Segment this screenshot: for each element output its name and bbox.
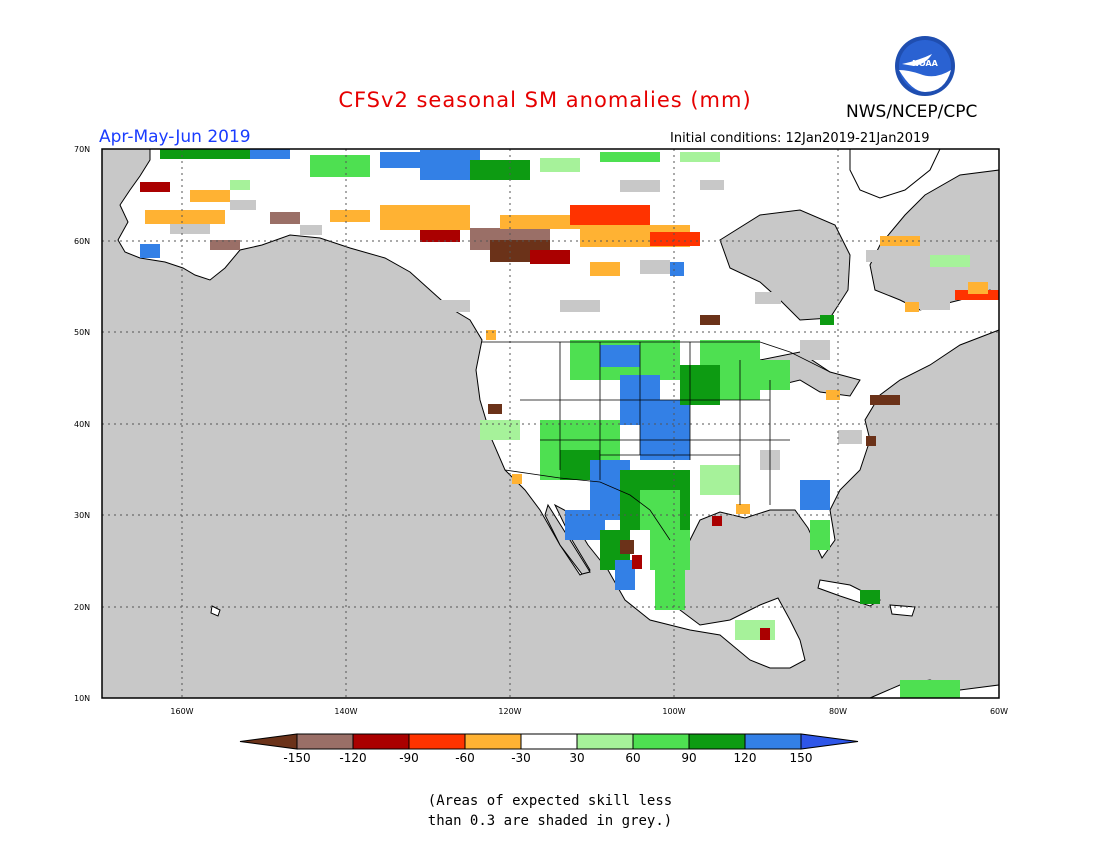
colorbar: -150 -120 -90 -60 -30 30 60 90 120 150 — [239, 733, 859, 765]
wet-patches-north — [140, 149, 970, 325]
noaa-logo-text: NOAA — [912, 59, 938, 68]
lat-label: 50N — [74, 328, 90, 337]
lat-labels: 70N 60N 50N 40N 30N 20N 10N — [74, 145, 90, 703]
colorbar-label: 30 — [569, 751, 584, 765]
colorbar-segment — [688, 733, 746, 750]
colorbar-label: -120 — [339, 751, 366, 765]
colorbar-arrow-high — [800, 733, 859, 750]
lon-label: 140W — [334, 707, 357, 716]
colorbar-label: -150 — [283, 751, 310, 765]
lat-label: 10N — [74, 694, 90, 703]
baffin-island — [849, 148, 941, 199]
agency-label: NWS/NCEP/CPC — [846, 102, 978, 122]
colorbar-segment — [352, 733, 410, 750]
colorbar-segment — [576, 733, 634, 750]
colorbar-segment — [464, 733, 522, 750]
colorbar-segment — [296, 733, 354, 750]
colorbar-arrow-low — [239, 733, 298, 750]
lon-label: 80W — [829, 707, 847, 716]
lat-label: 30N — [74, 511, 90, 520]
graticule — [102, 149, 999, 698]
colorbar-segment — [408, 733, 466, 750]
skill-note-line1: (Areas of expected skill less — [427, 793, 673, 809]
lat-label: 60N — [74, 237, 90, 246]
colorbar-label: -30 — [511, 751, 531, 765]
colorbar-label: -90 — [399, 751, 419, 765]
lon-label: 120W — [498, 707, 521, 716]
colorbar-label: -60 — [455, 751, 475, 765]
lon-label: 160W — [170, 707, 193, 716]
colorbar-label: 60 — [625, 751, 640, 765]
skill-note: (Areas of expected skill less than 0.3 a… — [0, 791, 1100, 831]
noaa-logo: NOAA — [895, 36, 955, 96]
season-label: Apr-May-Jun 2019 — [99, 127, 251, 147]
lat-label: 20N — [74, 603, 90, 612]
colorbar-segment — [632, 733, 690, 750]
hudson-bay — [719, 209, 851, 321]
low-skill-patches — [170, 180, 950, 470]
lon-labels: 160W 140W 120W 100W 80W 60W — [170, 707, 1008, 716]
lon-label: 100W — [662, 707, 685, 716]
lon-label: 60W — [990, 707, 1008, 716]
hawaii — [210, 605, 221, 617]
map-frame — [101, 148, 1000, 699]
colorbar-segment — [520, 733, 578, 750]
colorbar-segment — [744, 733, 802, 750]
political-borders — [482, 341, 831, 541]
colorbar-label: 120 — [734, 751, 757, 765]
skill-note-line2: than 0.3 are shaded in grey.) — [427, 813, 673, 829]
dry-patches-us — [486, 330, 900, 640]
colorbar-label: 90 — [681, 751, 696, 765]
colorbar-label: 150 — [790, 751, 813, 765]
hispaniola — [889, 604, 916, 617]
lat-label: 70N — [74, 145, 90, 154]
map-title: CFSv2 seasonal SM anomalies (mm) — [338, 88, 752, 112]
lat-label: 40N — [74, 420, 90, 429]
initial-conditions-label: Initial conditions: 12Jan2019-21Jan2019 — [670, 131, 930, 146]
